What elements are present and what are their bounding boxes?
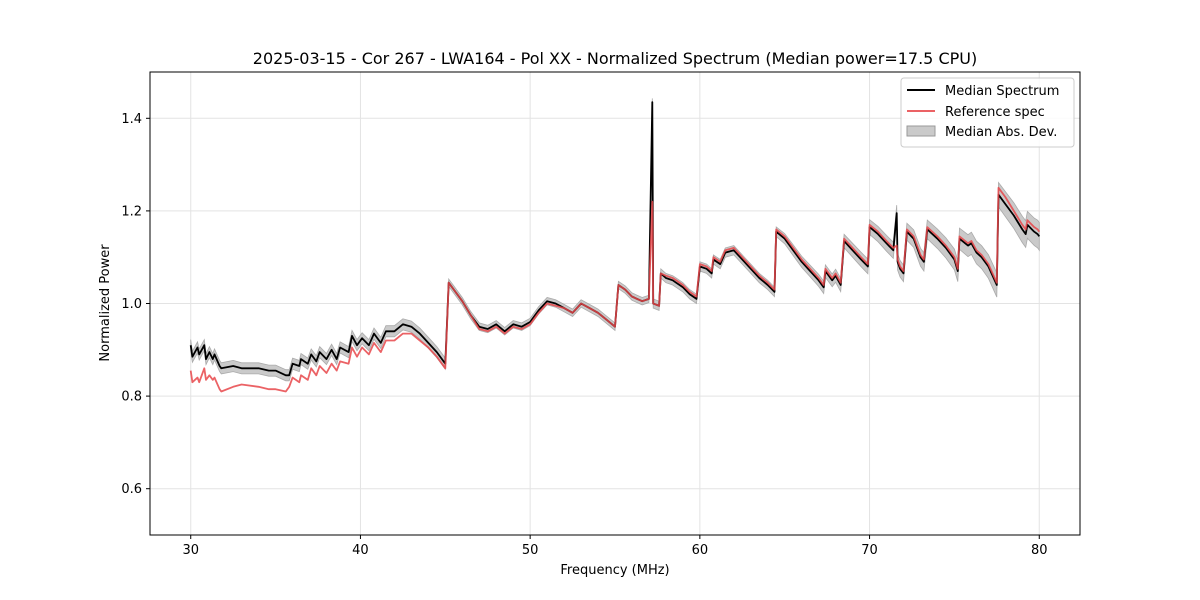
x-tick-label: 80 [1031, 543, 1048, 558]
series-lines [189, 101, 1041, 393]
x-tick-label: 70 [861, 543, 878, 558]
y-tick-label: 0.8 [121, 390, 142, 405]
y-axis-label: Normalized Power [98, 244, 113, 362]
x-tick-label: 50 [522, 543, 539, 558]
axis-ticks: 30 40 50 60 70 80 0.6 0.8 1.0 1.2 1.4 [121, 112, 1047, 558]
x-tick-label: 60 [692, 543, 709, 558]
y-tick-label: 1.4 [121, 112, 142, 127]
y-tick-label: 1.0 [121, 297, 142, 312]
legend-reference-label: Reference spec [945, 105, 1045, 120]
legend-mad-swatch [906, 125, 936, 137]
x-tick-label: 30 [182, 543, 199, 558]
legend-median-label: Median Spectrum [945, 84, 1059, 99]
x-tick-label: 40 [352, 543, 369, 558]
legend-box [900, 77, 1075, 148]
legend: Median Spectrum Reference spec Median Ab… [900, 77, 1075, 148]
x-axis-label: Frequency (MHz) [560, 563, 669, 578]
y-tick-label: 0.6 [121, 482, 142, 497]
y-tick-label: 1.2 [121, 204, 142, 219]
chart-title: 2025-03-15 - Cor 267 - LWA164 - Pol XX -… [253, 49, 977, 68]
median-spectrum-line [189, 101, 1041, 377]
legend-mad-label: Median Abs. Dev. [945, 125, 1057, 140]
reference-spectrum-line [189, 186, 1041, 393]
